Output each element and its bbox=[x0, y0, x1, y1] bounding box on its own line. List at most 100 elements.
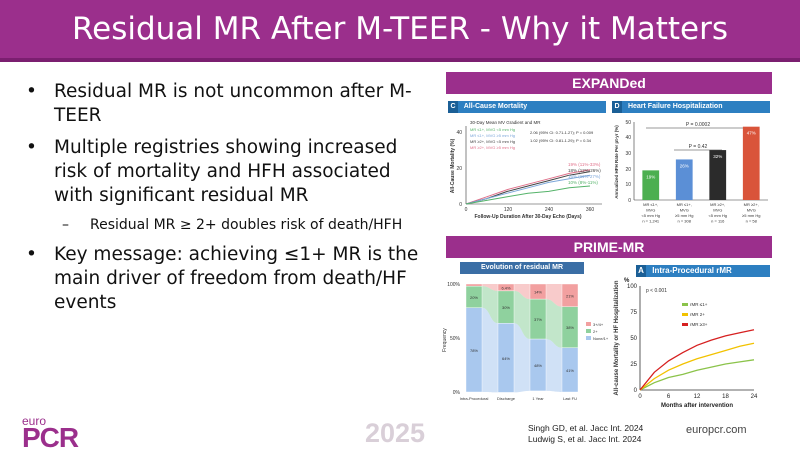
sankey-legend-swatch-2 bbox=[586, 329, 591, 333]
mortality-xlabel: Follow-Up Duration After 30-Day Echo (Da… bbox=[474, 214, 581, 220]
sankey-flow bbox=[482, 284, 498, 291]
mortality-hr-1: 2.06 (95% CI: 0.71-1.27); P = 0.009 bbox=[530, 130, 594, 135]
km-ytick-2: 50 bbox=[630, 336, 637, 342]
km-xlabel: Months after intervention bbox=[661, 403, 733, 409]
hfh-category-label: MR ≥2+, bbox=[710, 202, 725, 207]
hfh-bar bbox=[709, 150, 727, 200]
bullet-3: Key message: achieving ≤1+ MR is the mai… bbox=[24, 243, 424, 315]
mortality-legend-title: 30-Day Mean MV Gradient and MR bbox=[470, 120, 541, 125]
hfh-pvalue-mid: P = 0.42 bbox=[689, 144, 708, 150]
sankey-flow bbox=[546, 299, 562, 348]
km-legend-3: rMR ≥3+ bbox=[690, 322, 708, 327]
sankey-percent: 30% bbox=[502, 305, 510, 310]
sankey-title: Evolution of residual MR bbox=[480, 264, 564, 271]
km-series-line bbox=[639, 359, 755, 391]
sub-bullet: Residual MR ≥ 2+ doubles risk of death/H… bbox=[24, 216, 424, 235]
hfh-ytick-1: 10 bbox=[625, 182, 631, 188]
sankey-ytick-1: 50% bbox=[450, 336, 461, 342]
sankey-percent: 48% bbox=[534, 363, 542, 368]
mortality-series-line bbox=[465, 174, 591, 205]
website-link[interactable]: europcr.com bbox=[686, 424, 747, 436]
hfh-bar-value: 32% bbox=[713, 154, 722, 159]
bullet-list: Residual MR is not uncommon after M-TEER… bbox=[24, 80, 424, 323]
sankey-legend-swatch-1 bbox=[586, 322, 591, 326]
sankey-ytick-0: 0% bbox=[453, 390, 461, 396]
mortality-legend-4: MR ≥2+, MVG ≥5 mm Hg bbox=[470, 145, 515, 150]
sankey-node bbox=[529, 338, 547, 392]
mortality-xtick-2: 240 bbox=[545, 207, 554, 213]
km-ytick-0: 0 bbox=[634, 388, 638, 394]
hfh-bar bbox=[675, 159, 693, 200]
hfh-bar-value: 26% bbox=[680, 163, 689, 168]
europcr-logo: PCR bbox=[22, 422, 79, 453]
hfh-bar bbox=[642, 170, 660, 200]
km-xtick-2: 12 bbox=[694, 394, 701, 400]
mortality-end-3: 16% (11%-27%) bbox=[568, 174, 601, 179]
slide-title: Residual MR After M-TEER - Why it Matter… bbox=[72, 11, 728, 47]
hfh-category-label: MR ≤1+, bbox=[677, 202, 692, 207]
sankey-percent: 21% bbox=[566, 293, 574, 298]
sankey-column-label: Discharge bbox=[497, 396, 516, 401]
mortality-legend-1: MR ≤1+, MVG <5 mm Hg bbox=[470, 127, 515, 132]
europcr-logo-top: euro bbox=[22, 414, 47, 428]
hfh-ytick-5: 50 bbox=[625, 120, 631, 126]
hfh-category-label: MVG bbox=[646, 208, 655, 213]
mortality-end-4: 10% (8%-11%) bbox=[568, 180, 598, 185]
km-header: A Intra-Procedural rMR bbox=[636, 265, 770, 277]
hfh-bar-chart: Annualized HFH Rate Per pt-yr (%) 0 10 2… bbox=[614, 120, 768, 224]
panel-c-header: C All-Cause Mortality bbox=[448, 101, 606, 113]
hfh-ytick-2: 20 bbox=[625, 167, 631, 173]
bullet-1: Residual MR is not uncommon after M-TEER bbox=[24, 80, 424, 128]
km-title: Intra-Procedural rMR bbox=[652, 266, 732, 275]
sankey-percent: 41% bbox=[566, 368, 574, 373]
mortality-chart: 0 20 40 0 120 240 360 Follow-Up Duration… bbox=[450, 120, 602, 220]
sankey-percent: 20% bbox=[470, 295, 478, 300]
km-legend-swatch-2 bbox=[682, 313, 688, 316]
km-series-line bbox=[639, 342, 755, 391]
mortality-series-line bbox=[465, 185, 591, 205]
km-xtick-1: 6 bbox=[667, 394, 671, 400]
hfh-category-label: ≥5 mm Hg bbox=[675, 213, 693, 218]
mortality-xtick-3: 360 bbox=[586, 207, 595, 213]
hfh-ytick-0: 0 bbox=[628, 198, 631, 204]
hfh-category-label: ≥5 mm Hg bbox=[742, 213, 760, 218]
expanded-banner: EXPANDed bbox=[446, 72, 772, 94]
km-pvalue: p < 0.001 bbox=[646, 288, 667, 294]
sankey-percent: 64% bbox=[502, 356, 510, 361]
sankey-node bbox=[497, 323, 515, 393]
sankey-column-label: Intra-Procedural bbox=[460, 396, 489, 401]
sankey-chart: Frequency 0% 50% 100% 2%20%78%Intra-Proc… bbox=[442, 282, 609, 401]
sankey-column-label: 1 Year bbox=[532, 396, 544, 401]
hfh-category-label: <5 mm Hg bbox=[641, 213, 660, 218]
mortality-ytick-1: 20 bbox=[456, 166, 462, 172]
hfh-category-label: n = 308 bbox=[678, 219, 692, 224]
hfh-category-label: MR ≤1+, bbox=[643, 202, 658, 207]
sankey-node bbox=[561, 347, 579, 393]
km-xtick-3: 18 bbox=[722, 394, 729, 400]
sankey-percent: 14% bbox=[534, 290, 542, 295]
sankey-legend-2: 2+ bbox=[593, 329, 598, 334]
hfh-bar-value: 47% bbox=[747, 131, 756, 136]
km-ytick-1: 25 bbox=[630, 362, 637, 368]
hfh-category-label: <5 mm Hg bbox=[708, 213, 727, 218]
sankey-flow bbox=[482, 286, 498, 324]
sankey-node bbox=[465, 307, 483, 393]
hfh-category-label: n = 58 bbox=[746, 219, 758, 224]
km-chart: % All-cause Mortality or HF Hospitalizat… bbox=[614, 278, 758, 409]
sankey-flow bbox=[514, 323, 530, 393]
km-xtick-0: 0 bbox=[638, 394, 642, 400]
sankey-percent: 37% bbox=[534, 317, 542, 322]
panel-d-title: Heart Failure Hospitalization bbox=[627, 103, 723, 110]
hfh-ytick-4: 40 bbox=[625, 135, 631, 141]
sankey-flow bbox=[482, 307, 498, 393]
mortality-ylabel: All-Cause Mortality (%) bbox=[450, 138, 456, 193]
sankey-header: Evolution of residual MR bbox=[460, 262, 584, 274]
sankey-legend-swatch-3 bbox=[586, 336, 591, 340]
panel-d-header: D Heart Failure Hospitalization bbox=[612, 101, 770, 113]
mortality-end-2: 18% (12%-26%) bbox=[568, 168, 601, 173]
mortality-xtick-1: 120 bbox=[504, 207, 513, 213]
sankey-flow bbox=[514, 290, 530, 340]
hfh-category-label: n = 116 bbox=[711, 219, 725, 224]
mortality-series-line bbox=[465, 169, 591, 205]
mortality-ytick-2: 40 bbox=[456, 130, 462, 136]
